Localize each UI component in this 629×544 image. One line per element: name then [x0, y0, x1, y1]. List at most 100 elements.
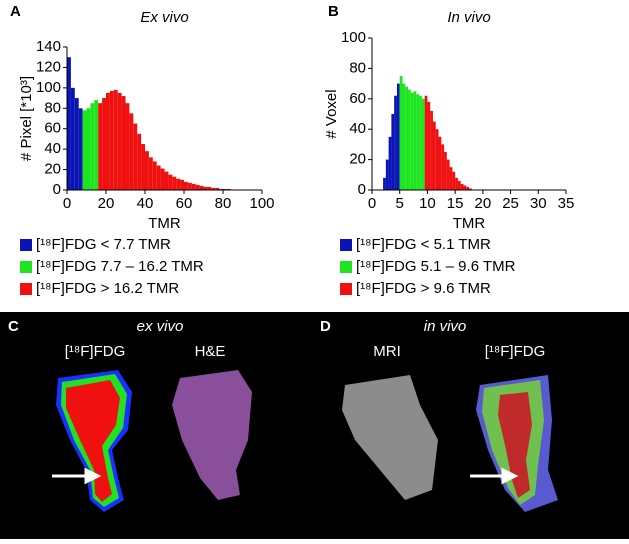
bar: [424, 95, 428, 190]
panel-letter: A: [10, 3, 21, 20]
bar: [78, 108, 83, 190]
bar: [435, 129, 439, 190]
bar: [172, 176, 177, 190]
bar: [133, 123, 138, 190]
bar: [226, 188, 231, 190]
bar: [195, 184, 200, 190]
x-tick-label: 60: [176, 195, 193, 212]
chart-title: In vivo: [447, 9, 490, 26]
bar: [164, 171, 169, 190]
bar: [199, 185, 204, 190]
y-tick-label: 120: [36, 58, 61, 75]
bar: [383, 177, 386, 190]
bar: [219, 188, 223, 190]
y-tick-label: 140: [36, 38, 61, 55]
bar: [402, 83, 406, 190]
panel-title: in vivo: [424, 318, 467, 335]
bar: [67, 57, 71, 190]
x-tick-label: 0: [63, 195, 71, 212]
bar: [109, 90, 114, 190]
bar: [125, 103, 130, 190]
bar: [184, 181, 188, 190]
panel-letter: C: [8, 318, 19, 335]
y-tick-label: 60: [349, 90, 366, 107]
legend-swatch: [20, 283, 32, 295]
image-label: MRI: [373, 343, 401, 360]
bar: [449, 167, 453, 190]
x-tick-label: 10: [419, 195, 436, 212]
x-tick-label: 20: [475, 195, 492, 212]
bar: [399, 76, 403, 190]
bar: [452, 171, 456, 190]
bar: [385, 159, 389, 190]
bar: [121, 96, 126, 190]
bar: [427, 101, 431, 190]
y-tick-label: 80: [349, 59, 366, 76]
panel-letter: B: [328, 3, 339, 20]
image-panel: C D ex vivo in vivo [¹⁸F]FDG H&E MRI [¹⁸…: [0, 312, 629, 539]
bar: [408, 89, 411, 190]
legend-label: [¹⁸F]FDG > 9.6 TMR: [356, 280, 491, 297]
bar: [388, 136, 392, 190]
y-tick-label: 100: [341, 29, 366, 46]
bar: [106, 92, 110, 190]
bar: [438, 136, 442, 190]
legend-label: [¹⁸F]FDG 7.7 – 16.2 TMR: [36, 258, 204, 275]
bar: [432, 121, 436, 190]
bar: [421, 98, 425, 190]
bar: [98, 103, 103, 190]
legend-swatch: [340, 283, 352, 295]
bar: [396, 83, 400, 190]
bar: [207, 186, 212, 190]
x-tick-label: 25: [502, 195, 519, 212]
y-tick-label: 0: [53, 181, 61, 198]
x-tick-label: 100: [249, 195, 274, 212]
bar: [152, 161, 157, 190]
bar: [215, 187, 220, 190]
bar: [457, 180, 461, 190]
legend-swatch: [20, 261, 32, 273]
bar: [129, 113, 134, 190]
bar: [441, 144, 445, 190]
y-axis-label: # Pixel [*10³]: [18, 76, 35, 161]
overlay-image: [476, 375, 558, 512]
bar: [176, 178, 181, 190]
legend-swatch: [20, 239, 32, 251]
bar: [180, 179, 184, 190]
bar: [160, 168, 165, 190]
x-tick-label: 30: [530, 195, 547, 212]
arrow: [52, 467, 519, 485]
bar: [466, 186, 469, 190]
bar: [455, 177, 458, 190]
bar: [70, 87, 75, 190]
bar: [394, 95, 397, 190]
y-tick-label: 20: [44, 161, 61, 178]
bar: [102, 98, 106, 190]
legend-swatch: [340, 261, 352, 273]
bar: [94, 100, 99, 190]
panel-title: ex vivo: [137, 318, 184, 335]
bar: [145, 151, 149, 190]
mri-image: [342, 375, 438, 500]
x-tick-label: 35: [558, 195, 575, 212]
bar: [137, 133, 142, 190]
y-tick-label: 100: [36, 79, 61, 96]
y-tick-label: 40: [349, 120, 366, 137]
bar: [86, 108, 91, 190]
y-tick-label: 80: [44, 99, 61, 116]
bar: [444, 152, 447, 190]
bar: [156, 165, 161, 190]
y-tick-label: 60: [44, 120, 61, 137]
bar: [410, 92, 414, 190]
y-tick-label: 40: [44, 140, 61, 157]
image-label: H&E: [195, 343, 226, 360]
bar: [469, 188, 472, 190]
bar: [113, 89, 118, 190]
legend-label: [¹⁸F]FDG < 7.7 TMR: [36, 236, 171, 253]
x-axis-label: TMR: [148, 215, 181, 232]
bar: [187, 182, 192, 190]
image-label: [¹⁸F]FDG: [65, 343, 125, 360]
bar: [463, 185, 467, 190]
bar: [405, 86, 409, 190]
